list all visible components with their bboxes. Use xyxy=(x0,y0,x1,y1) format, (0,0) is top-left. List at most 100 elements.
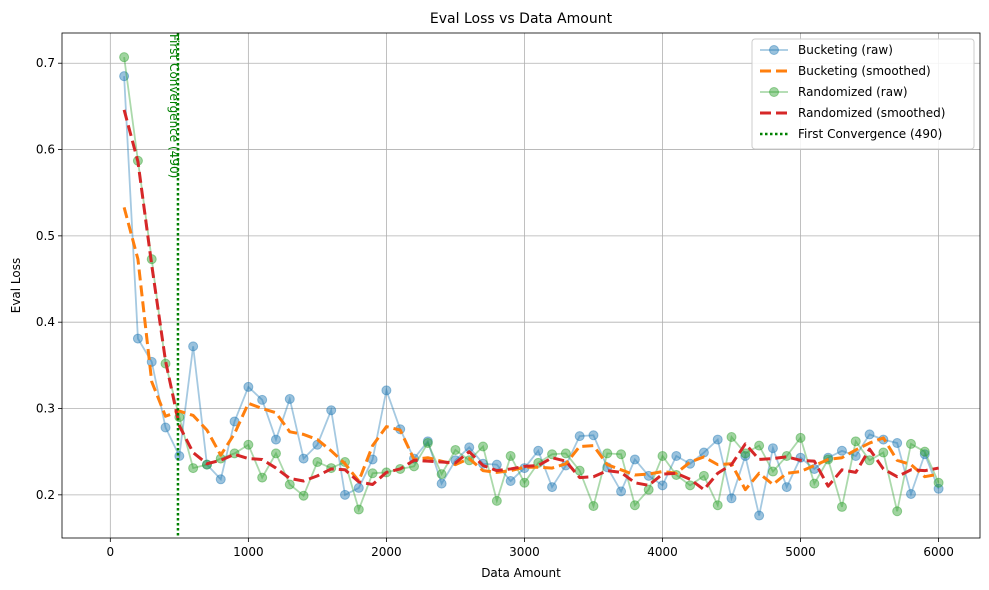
data-point xyxy=(933,483,944,494)
x-tick-label: 3000 xyxy=(509,545,540,559)
data-point xyxy=(478,441,489,452)
x-tick-label: 1000 xyxy=(233,545,264,559)
data-point xyxy=(712,434,723,445)
data-point xyxy=(574,465,585,476)
y-tick-label: 0.6 xyxy=(36,143,55,157)
grid-lines xyxy=(62,33,980,538)
data-point xyxy=(602,448,613,459)
data-point xyxy=(132,333,143,344)
x-axis-ticks: 0 1000 2000 3000 4000 5000 6000 xyxy=(106,538,954,559)
y-axis-label: Eval Loss xyxy=(9,258,23,314)
data-point xyxy=(892,438,903,449)
data-point xyxy=(257,394,268,405)
y-tick-label: 0.7 xyxy=(36,56,55,70)
data-point xyxy=(491,495,502,506)
data-point xyxy=(560,448,571,459)
data-point xyxy=(450,444,461,455)
data-point xyxy=(574,431,585,442)
data-point xyxy=(547,482,558,493)
legend-label: Randomized (raw) xyxy=(798,85,908,99)
data-point xyxy=(422,438,433,449)
data-point xyxy=(257,472,268,483)
data-point xyxy=(712,500,723,511)
data-point xyxy=(850,436,861,447)
chart-title: Eval Loss vs Data Amount xyxy=(430,11,613,27)
data-point xyxy=(905,438,916,449)
axes-frame xyxy=(61,32,981,539)
data-point xyxy=(616,486,627,497)
legend-marker xyxy=(769,45,779,55)
x-tick-label: 5000 xyxy=(785,545,816,559)
series-line xyxy=(123,57,940,513)
data-point xyxy=(119,71,130,82)
x-axis-label: Data Amount xyxy=(481,566,561,580)
data-point xyxy=(740,448,751,459)
legend-label: First Convergence (490) xyxy=(798,127,942,141)
data-point xyxy=(671,450,682,461)
y-tick-label: 0.4 xyxy=(36,315,55,329)
data-point xyxy=(243,439,254,450)
data-point xyxy=(353,482,364,493)
data-point xyxy=(726,432,737,442)
series-line xyxy=(123,76,940,516)
legend-label: Bucketing (raw) xyxy=(798,43,893,57)
data-point xyxy=(643,484,654,495)
data-point xyxy=(312,457,323,468)
x-tick-label: 0 xyxy=(106,545,114,559)
data-point xyxy=(436,469,447,480)
data-point xyxy=(919,449,930,460)
data-point xyxy=(754,510,765,521)
data-point xyxy=(298,453,309,464)
data-point xyxy=(767,443,778,454)
data-point xyxy=(919,446,930,457)
y-axis-ticks: 0.2 0.3 0.4 0.5 0.6 0.7 xyxy=(36,56,62,502)
data-point xyxy=(326,405,337,416)
data-point xyxy=(809,478,820,489)
data-point xyxy=(188,341,199,352)
smoothed-line xyxy=(122,109,939,492)
legend-marker xyxy=(769,87,779,97)
data-point xyxy=(547,449,558,460)
data-point xyxy=(298,490,309,501)
data-point xyxy=(726,493,737,504)
data-point xyxy=(905,488,916,499)
data-point xyxy=(629,500,640,511)
x-tick-label: 4000 xyxy=(647,545,678,559)
data-point xyxy=(685,480,696,491)
legend: Bucketing (raw) Bucketing (smoothed) Rando… xyxy=(751,38,975,150)
data-point xyxy=(740,450,751,461)
data-point xyxy=(519,477,530,488)
x-tick-label: 6000 xyxy=(923,545,954,559)
legend-label: Bucketing (smoothed) xyxy=(798,64,931,78)
legend-label: Randomized (smoothed) xyxy=(798,106,945,120)
data-point xyxy=(174,450,185,461)
data-point xyxy=(436,478,447,489)
data-point xyxy=(657,450,668,461)
data-point xyxy=(215,474,226,485)
data-point xyxy=(836,445,847,456)
plot-area xyxy=(119,52,944,521)
data-point xyxy=(795,432,806,443)
data-point xyxy=(381,385,392,396)
data-point xyxy=(505,450,516,461)
data-point xyxy=(505,476,516,487)
data-point xyxy=(864,429,875,440)
data-point xyxy=(588,430,599,441)
data-point xyxy=(533,445,544,456)
data-point xyxy=(864,455,875,466)
data-point xyxy=(754,440,765,451)
y-tick-label: 0.5 xyxy=(36,229,55,243)
y-tick-label: 0.3 xyxy=(36,402,55,416)
x-tick-label: 2000 xyxy=(371,545,402,559)
data-point xyxy=(698,470,709,481)
data-point xyxy=(933,477,944,488)
data-point xyxy=(270,448,281,459)
data-point xyxy=(491,459,502,470)
data-point xyxy=(767,466,778,477)
data-point xyxy=(588,501,599,512)
data-point xyxy=(160,422,171,433)
data-point xyxy=(284,479,295,490)
first-convergence-marker: First Convergence (490) xyxy=(167,33,181,538)
data-point xyxy=(836,501,847,512)
